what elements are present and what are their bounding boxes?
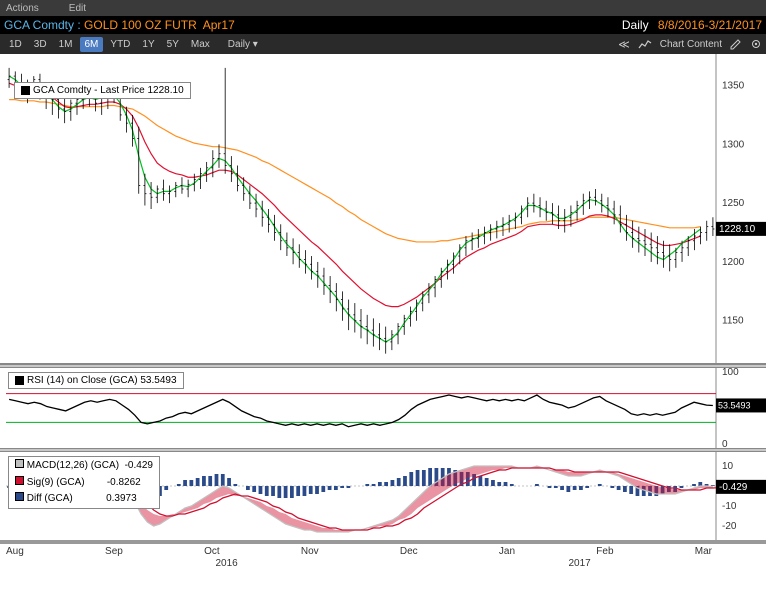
- rsi-panel[interactable]: 0 100 53.5493 RSI (14) on Close (GCA) 53.5…: [0, 368, 766, 448]
- ticker-symbol: GCA Comdty: [4, 18, 74, 32]
- rsi-legend: RSI (14) on Close (GCA) 53.5493: [8, 372, 184, 389]
- svg-text:1300: 1300: [722, 139, 745, 150]
- date-range: 8/8/2016-3/21/2017: [658, 18, 762, 32]
- price-chart-panel[interactable]: 1150 1200 1250 1300 1350 1228.10 GCA Comdty -…: [0, 54, 766, 364]
- menu-bar: Actions Edit: [0, 0, 766, 16]
- chart-content-button[interactable]: Chart Content: [660, 39, 722, 50]
- indicators-icon[interactable]: [638, 38, 652, 50]
- gear-icon[interactable]: [750, 38, 762, 50]
- x-axis: AugSepOctNovDecJanFebMar 20162017: [0, 544, 766, 572]
- svg-text:1150: 1150: [722, 316, 744, 327]
- timeframe-YTD[interactable]: YTD: [105, 37, 135, 52]
- month-label: Jan: [499, 546, 515, 557]
- month-label: Mar: [695, 546, 712, 557]
- macd-panel[interactable]: -20-10010-0.429 MACD(12,26) (GCA) -0.429…: [0, 452, 766, 540]
- svg-text:100: 100: [722, 368, 739, 378]
- timeframe-1D[interactable]: 1D: [4, 37, 27, 52]
- menu-edit[interactable]: Edit: [69, 3, 86, 14]
- macd-legend: MACD(12,26) (GCA) -0.429 Sig(9) (GCA) -0…: [8, 456, 160, 509]
- svg-text:1200: 1200: [722, 257, 745, 268]
- toolbar: 1D3D1M6MYTD1Y5YMax Daily ▾ ≪ Chart Conten…: [0, 34, 766, 54]
- freq-label: Daily: [622, 18, 649, 32]
- svg-text:1250: 1250: [722, 198, 745, 209]
- month-label: Dec: [400, 546, 418, 557]
- collapse-icon[interactable]: ≪: [618, 38, 630, 51]
- svg-text:1350: 1350: [722, 81, 745, 92]
- timeframe-group: 1D3D1M6MYTD1Y5YMax Daily ▾: [4, 37, 263, 52]
- svg-text:-10: -10: [722, 501, 737, 512]
- svg-text:0: 0: [722, 439, 728, 448]
- svg-text:10: 10: [722, 461, 734, 472]
- timeframe-6M[interactable]: 6M: [80, 37, 104, 52]
- ticker-expiry: Apr17: [203, 18, 235, 32]
- ticker-desc: GOLD 100 OZ FUTR: [84, 18, 197, 32]
- edit-icon[interactable]: [730, 38, 742, 50]
- timeframe-1Y[interactable]: 1Y: [137, 37, 159, 52]
- svg-text:-0.429: -0.429: [719, 482, 748, 493]
- svg-text:1228.10: 1228.10: [719, 224, 756, 235]
- svg-text:-20: -20: [722, 521, 737, 532]
- timeframe-5Y[interactable]: 5Y: [162, 37, 184, 52]
- menu-actions[interactable]: Actions: [6, 3, 39, 14]
- price-legend: GCA Comdty - Last Price 1228.10: [14, 82, 191, 99]
- month-label: Feb: [596, 546, 613, 557]
- title-bar: GCA Comdty : GOLD 100 OZ FUTR Apr17 Dail…: [0, 16, 766, 34]
- timeframe-3D[interactable]: 3D: [29, 37, 52, 52]
- interval-select[interactable]: Daily ▾: [223, 37, 263, 52]
- svg-text:53.5493: 53.5493: [718, 400, 751, 410]
- month-label: Sep: [105, 546, 123, 557]
- timeframe-Max[interactable]: Max: [186, 37, 215, 52]
- month-label: Aug: [6, 546, 24, 557]
- month-label: Oct: [204, 546, 220, 557]
- timeframe-1M[interactable]: 1M: [54, 37, 78, 52]
- month-label: Nov: [301, 546, 319, 557]
